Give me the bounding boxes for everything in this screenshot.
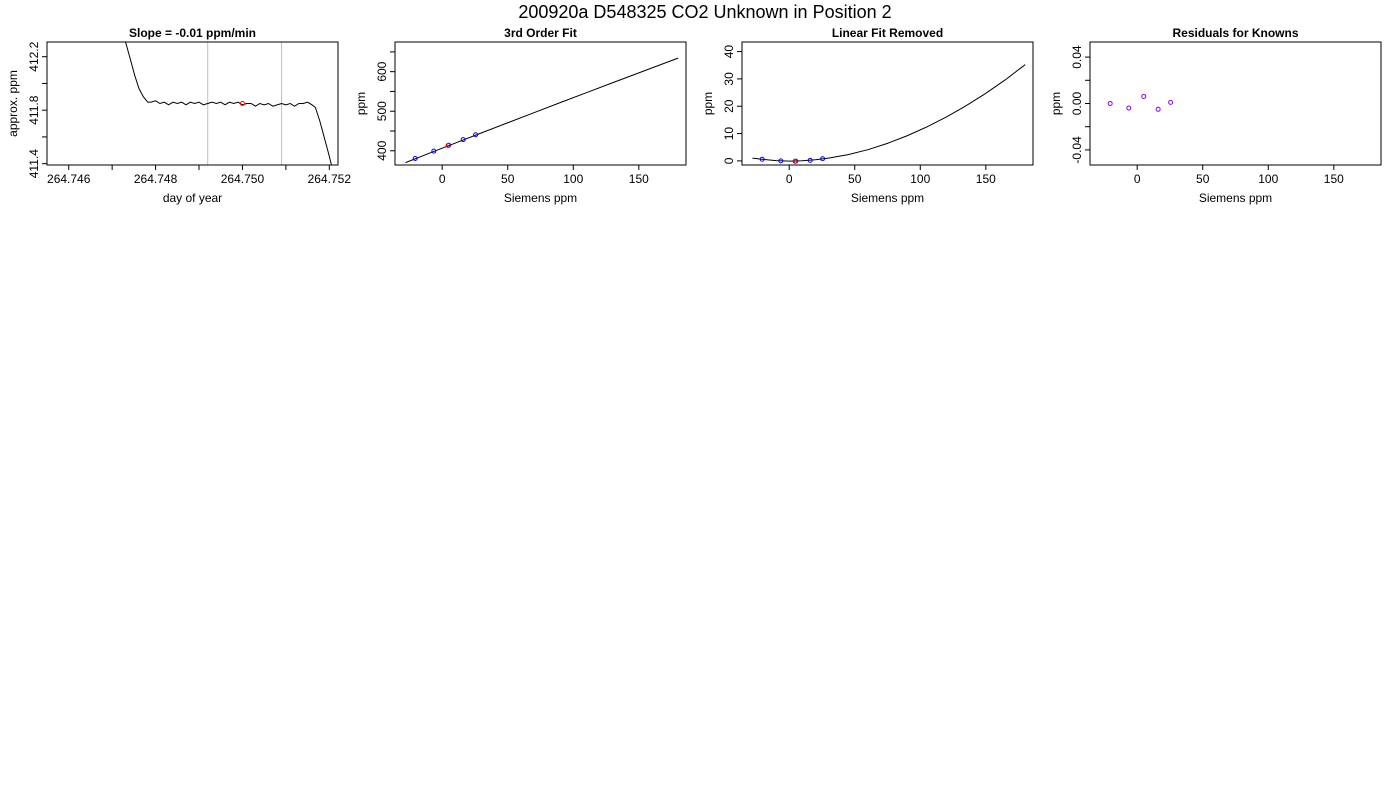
panel-3-ytick-label-1: 10 <box>722 127 736 141</box>
panel-2-ytick-label-2: 600 <box>375 61 389 81</box>
panel-1-plot-area <box>125 42 332 165</box>
panel-4-ylabel: ppm <box>1049 92 1063 115</box>
panel-2-frame <box>394 41 687 166</box>
panel-2-xtick-label-0: 0 <box>439 172 446 186</box>
panel-2-point-0 <box>412 155 418 161</box>
panel-3-point-1 <box>778 158 784 164</box>
panel-1-xlabel: day of year <box>163 191 222 205</box>
panel-3-ytick-label-0: 0 <box>722 157 736 164</box>
panel-2-ytick-label-0: 400 <box>375 140 389 160</box>
panel-4-plot-area <box>1107 94 1174 112</box>
figure-title: 200920a D548325 CO2 Unknown in Position … <box>518 2 891 22</box>
panel-2-highlight-point-0 <box>445 143 451 149</box>
panel-1-frame <box>46 41 339 166</box>
panels: Slope = -0.01 ppm/min 264.746 264.748 264.7… <box>6 26 1382 205</box>
panel-3-point-4 <box>820 156 826 162</box>
panel-3-ytick-label-4: 40 <box>722 45 736 59</box>
panel-3-xtick-label-1: 50 <box>848 172 862 186</box>
panel-3-point-0 <box>759 156 765 162</box>
panel-3-xlabel: Siemens ppm <box>851 191 924 205</box>
panel-3-ylabel: ppm <box>701 92 715 115</box>
panel-4-point-2 <box>1141 94 1147 100</box>
panel-3-ytick-label-3: 30 <box>722 72 736 86</box>
panel-4-ytick-label-0: -0.04 <box>1070 136 1084 164</box>
panel-1-ytick-label-2: 412.2 <box>27 41 41 71</box>
panel-1-highlight-point-0 <box>239 101 245 106</box>
panel-4-ytick-label-1: 0.00 <box>1070 91 1084 115</box>
panel-1: Slope = -0.01 ppm/min 264.746 264.748 264.7… <box>6 26 351 205</box>
panel-2-xlabel: Siemens ppm <box>504 191 577 205</box>
panel-1-title: Slope = -0.01 ppm/min <box>129 26 256 40</box>
panel-4-xtick-label-2: 100 <box>1258 172 1278 186</box>
panel-2-xtick-label-1: 50 <box>501 172 515 186</box>
panel-3: Linear Fit Removed 0 50 100 150 0 10 20 30 40 Siem… <box>701 26 1034 205</box>
panel-3-plot-area <box>752 64 1026 164</box>
panel-4-xtick-label-0: 0 <box>1134 172 1141 186</box>
panel-4-ytick-label-2: 0.04 <box>1070 45 1084 69</box>
panel-1-ytick-label-0: 411.4 <box>27 149 41 178</box>
panel-1-xtick-label-2: 264.750 <box>221 172 265 186</box>
panel-3-xtick-label-2: 100 <box>910 172 930 186</box>
panel-4-point-3 <box>1155 106 1161 112</box>
panel-4-point-1 <box>1126 105 1132 111</box>
panel-4: Residuals for Knowns 0 50 100 150 -0.04 0.00 0.… <box>1049 26 1382 205</box>
panel-2-xtick-label-3: 150 <box>629 172 649 186</box>
panel-2-xtick-label-2: 100 <box>563 172 583 186</box>
panel-2-title: 3rd Order Fit <box>504 26 577 40</box>
panel-2-point-3 <box>460 137 466 143</box>
panel-2-ytick-label-1: 500 <box>375 101 389 121</box>
panel-4-xtick-label-3: 150 <box>1324 172 1344 186</box>
panel-4-point-0 <box>1107 101 1113 106</box>
panel-1-xtick-label-3: 264.752 <box>308 172 352 186</box>
panel-4-title: Residuals for Knowns <box>1172 26 1298 40</box>
panel-2-point-4 <box>473 132 479 138</box>
panel-2: 3rd Order Fit 0 50 100 150 400 500 600 Siemens p… <box>354 26 687 205</box>
panel-1-xtick-label-0: 264.746 <box>47 172 91 186</box>
panel-4-point-4 <box>1168 99 1174 105</box>
panel-2-plot-area <box>405 57 679 164</box>
panel-3-highlight-point-0 <box>792 158 798 164</box>
panel-3-title: Linear Fit Removed <box>832 26 943 40</box>
panel-3-point-3 <box>807 157 813 163</box>
panel-4-xtick-label-1: 50 <box>1196 172 1210 186</box>
panel-3-xtick-label-0: 0 <box>786 172 793 186</box>
panel-1-ylabel: approx. ppm <box>6 70 20 137</box>
panel-2-ylabel: ppm <box>354 92 368 115</box>
panel-3-frame <box>741 41 1034 166</box>
panel-3-ytick-label-2: 20 <box>722 99 736 113</box>
panel-1-xtick-label-1: 264.748 <box>134 172 178 186</box>
panel-4-xlabel: Siemens ppm <box>1199 191 1272 205</box>
panel-2-point-1 <box>431 148 437 154</box>
panel-1-ytick-label-1: 411.8 <box>27 95 41 124</box>
panel-1-series-line-0 <box>125 42 332 165</box>
panel-3-xtick-label-3: 150 <box>976 172 996 186</box>
panel-3-fit-curve <box>752 64 1026 162</box>
